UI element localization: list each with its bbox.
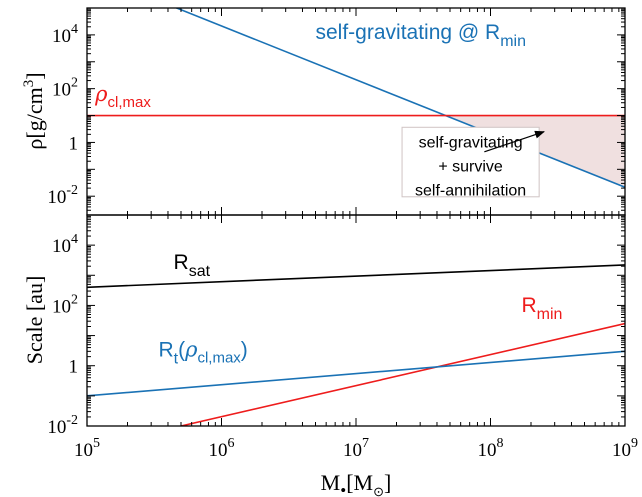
- y-tick-label: 1: [69, 133, 79, 154]
- bottom-panel: Rsat Rmin Rt(ρcl,max) 104 102 1 10-2 105 106 10…: [22, 214, 638, 497]
- y-tick-label: 104: [52, 22, 78, 47]
- annotation-line: self-annihilation: [415, 182, 526, 199]
- y-tick-label: 1: [69, 357, 79, 378]
- x-tick-label: 108: [478, 436, 504, 461]
- annotation-arrow: [484, 130, 545, 153]
- rsat-label: Rsat: [174, 251, 211, 280]
- series-line-3: [87, 350, 625, 397]
- rmin-label: Rmin: [521, 294, 562, 323]
- x-tick-label: 107: [343, 436, 369, 461]
- x-axis-label: M•[M⊙]: [321, 470, 392, 497]
- x-tick-label: 106: [209, 436, 235, 461]
- y-tick-label: 10-2: [47, 413, 78, 438]
- annotation-line: + survive: [438, 158, 503, 175]
- rt-label: Rt(ρcl,max): [158, 338, 247, 368]
- annotation-box: [401, 126, 540, 198]
- annotation-line: self-gravitating: [419, 134, 523, 151]
- y-tick-label: 102: [52, 292, 78, 317]
- y-tick-label: 104: [52, 232, 78, 257]
- rho-max-label: ρcl,max: [94, 82, 151, 111]
- x-tick-label: 105: [74, 436, 100, 461]
- bottom-y-axis-label: Scale [au]: [22, 276, 47, 365]
- y-tick-label: 10-2: [47, 183, 78, 208]
- y-tick-label: 102: [52, 76, 78, 101]
- series-line-2: [180, 322, 625, 426]
- bottom-axes-frame: [86, 214, 626, 427]
- top-y-axis-label: ρ[g/cm3]: [21, 72, 47, 149]
- selfgrav-label: self-gravitating @ Rmin: [316, 21, 527, 50]
- x-tick-label: 109: [612, 436, 638, 461]
- top-panel: self-gravitating + survive self-annihilati…: [21, 7, 626, 216]
- series-line-1: [87, 264, 625, 289]
